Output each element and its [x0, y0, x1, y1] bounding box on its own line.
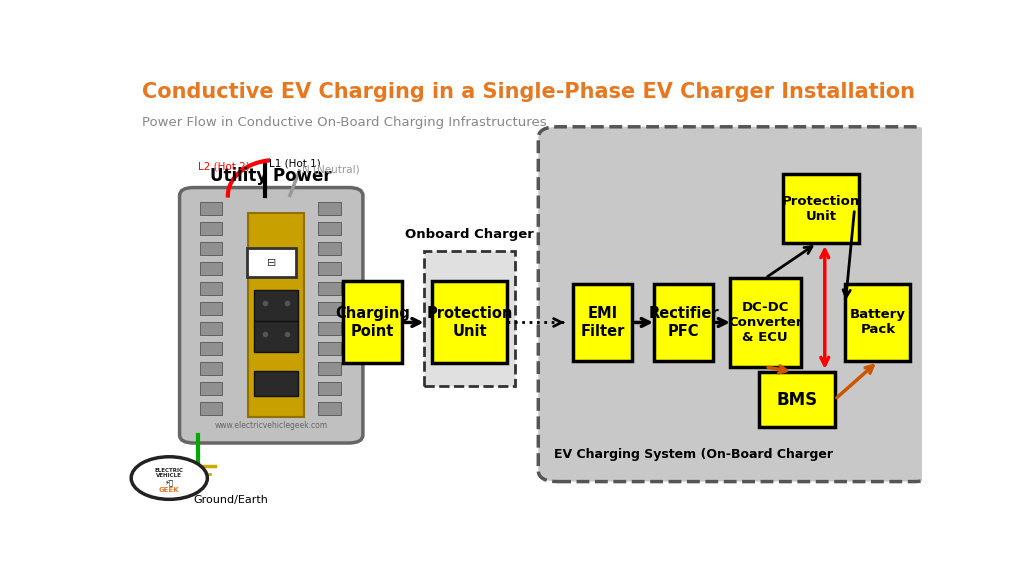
- FancyBboxPatch shape: [201, 282, 222, 295]
- Text: EV Charging System (On-Board Charger: EV Charging System (On-Board Charger: [554, 448, 833, 461]
- FancyBboxPatch shape: [201, 362, 222, 375]
- FancyBboxPatch shape: [318, 282, 341, 295]
- FancyBboxPatch shape: [432, 282, 507, 363]
- Text: N (Neutral): N (Neutral): [302, 164, 359, 174]
- FancyBboxPatch shape: [254, 321, 298, 352]
- Text: L2 (Hot 2): L2 (Hot 2): [198, 161, 250, 171]
- Text: DC-DC
Converter
& ECU: DC-DC Converter & ECU: [728, 301, 803, 344]
- Text: www.electricvehiclegeek.com: www.electricvehiclegeek.com: [215, 420, 328, 430]
- FancyBboxPatch shape: [201, 262, 222, 275]
- FancyBboxPatch shape: [343, 282, 402, 363]
- Text: ⚡🚗: ⚡🚗: [165, 479, 174, 486]
- Text: ELECTRIC: ELECTRIC: [155, 468, 183, 472]
- FancyBboxPatch shape: [179, 188, 362, 443]
- Text: L1 (Hot 1): L1 (Hot 1): [269, 158, 321, 168]
- Text: EMI
Filter: EMI Filter: [581, 306, 625, 339]
- Text: Protection
Unit: Protection Unit: [781, 195, 860, 223]
- FancyBboxPatch shape: [318, 222, 341, 236]
- FancyBboxPatch shape: [318, 402, 341, 415]
- FancyBboxPatch shape: [318, 342, 341, 355]
- FancyBboxPatch shape: [201, 202, 222, 215]
- FancyBboxPatch shape: [572, 283, 633, 361]
- Text: Protection
Unit: Protection Unit: [426, 306, 513, 339]
- FancyBboxPatch shape: [201, 242, 222, 255]
- FancyBboxPatch shape: [729, 278, 801, 367]
- Circle shape: [131, 457, 207, 499]
- FancyBboxPatch shape: [424, 251, 515, 386]
- FancyBboxPatch shape: [318, 242, 341, 255]
- FancyBboxPatch shape: [201, 382, 222, 395]
- FancyBboxPatch shape: [846, 283, 910, 361]
- Text: Charging
Point: Charging Point: [335, 306, 410, 339]
- Text: Ground/Earth: Ground/Earth: [194, 495, 268, 505]
- Text: Onboard Charger: Onboard Charger: [406, 228, 535, 241]
- FancyBboxPatch shape: [201, 222, 222, 236]
- Text: Conductive EV Charging in a Single-Phase EV Charger Installation: Conductive EV Charging in a Single-Phase…: [142, 82, 915, 103]
- FancyBboxPatch shape: [247, 248, 296, 277]
- FancyBboxPatch shape: [318, 322, 341, 335]
- FancyBboxPatch shape: [318, 202, 341, 215]
- FancyBboxPatch shape: [653, 283, 714, 361]
- FancyBboxPatch shape: [201, 402, 222, 415]
- Text: Power Flow in Conductive On-Board Charging Infrastructures: Power Flow in Conductive On-Board Chargi…: [142, 116, 547, 128]
- FancyBboxPatch shape: [248, 213, 303, 417]
- FancyBboxPatch shape: [201, 322, 222, 335]
- FancyBboxPatch shape: [539, 127, 934, 482]
- FancyBboxPatch shape: [318, 382, 341, 395]
- Text: GEEK: GEEK: [159, 487, 179, 492]
- FancyBboxPatch shape: [318, 262, 341, 275]
- Text: Battery
Pack: Battery Pack: [850, 309, 906, 336]
- FancyBboxPatch shape: [318, 302, 341, 315]
- Text: Rectifier
PFC: Rectifier PFC: [648, 306, 719, 339]
- FancyBboxPatch shape: [254, 290, 298, 321]
- Text: BMS: BMS: [776, 391, 817, 408]
- Text: Utility Power: Utility Power: [211, 166, 332, 184]
- FancyBboxPatch shape: [760, 372, 835, 427]
- Text: ⊟: ⊟: [266, 257, 275, 268]
- FancyBboxPatch shape: [201, 302, 222, 315]
- FancyBboxPatch shape: [318, 362, 341, 375]
- FancyBboxPatch shape: [201, 342, 222, 355]
- Text: VEHICLE: VEHICLE: [157, 473, 182, 478]
- FancyBboxPatch shape: [254, 372, 298, 396]
- FancyBboxPatch shape: [783, 175, 858, 243]
